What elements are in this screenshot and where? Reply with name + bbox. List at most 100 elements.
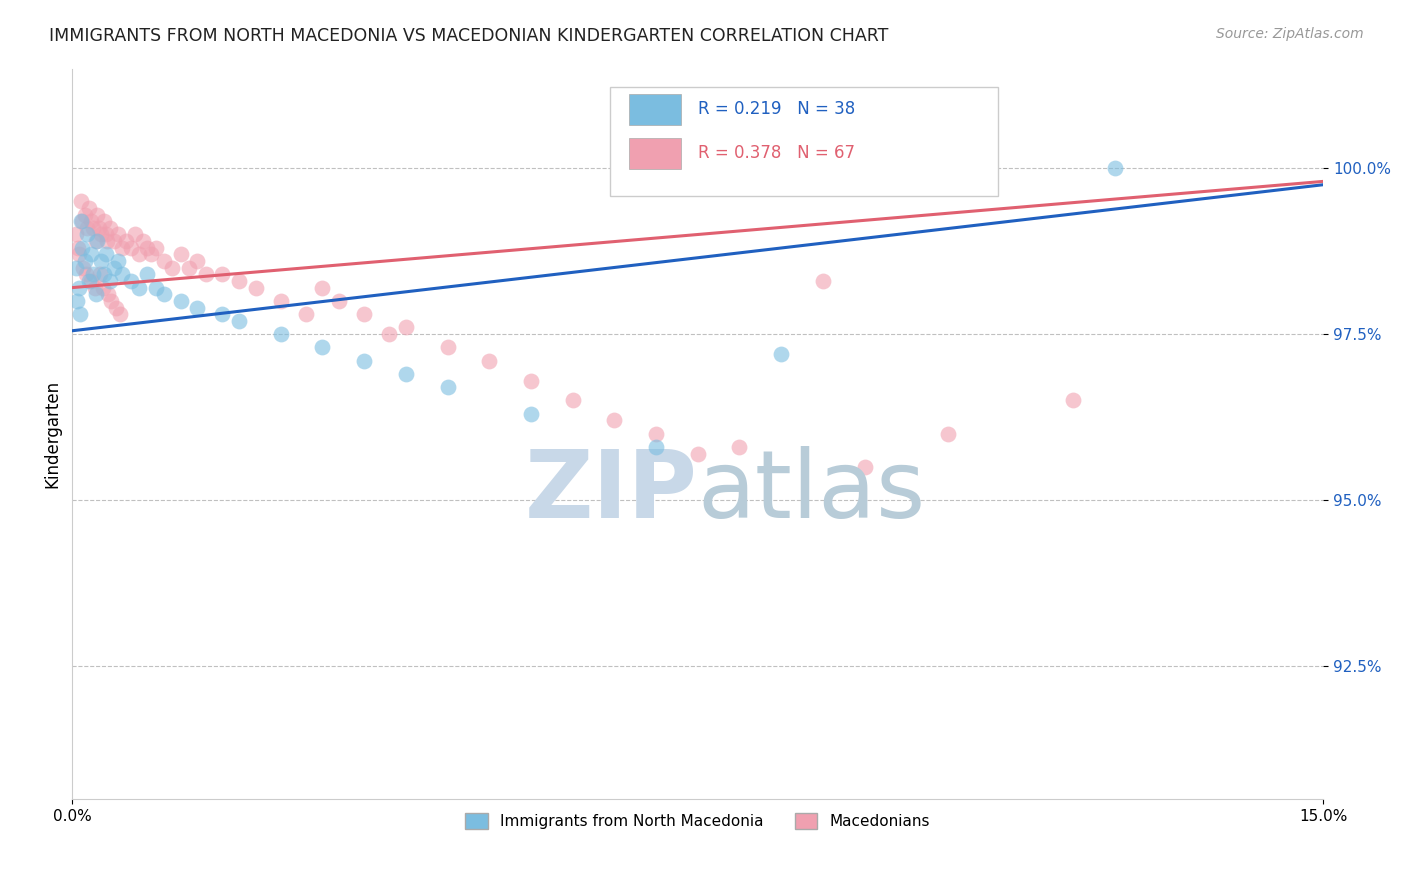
Point	[84, 287, 107, 301]
Point	[79, 214, 101, 228]
Point	[811, 274, 834, 288]
Legend: Immigrants from North Macedonia, Macedonians: Immigrants from North Macedonia, Macedon…	[460, 806, 936, 835]
Point	[936, 426, 959, 441]
Point	[65, 227, 87, 242]
Point	[145, 280, 167, 294]
FancyBboxPatch shape	[610, 87, 998, 196]
Point	[770, 347, 793, 361]
Point	[245, 280, 267, 294]
Point	[107, 254, 129, 268]
Point	[177, 260, 200, 275]
Point	[162, 260, 184, 275]
Point	[70, 214, 93, 228]
Point	[153, 254, 176, 268]
Point	[107, 227, 129, 242]
Point	[169, 247, 191, 261]
Point	[111, 241, 134, 255]
Point	[90, 227, 112, 242]
Point	[91, 280, 114, 294]
FancyBboxPatch shape	[628, 94, 682, 125]
Point	[72, 260, 94, 275]
Point	[436, 380, 458, 394]
Point	[108, 307, 131, 321]
Point	[294, 307, 316, 321]
Point	[65, 260, 87, 275]
Point	[77, 274, 100, 288]
Point	[67, 241, 90, 255]
Text: atlas: atlas	[697, 446, 927, 538]
Text: R = 0.219   N = 38: R = 0.219 N = 38	[697, 100, 855, 118]
Point	[69, 194, 91, 209]
Text: Source: ZipAtlas.com: Source: ZipAtlas.com	[1216, 27, 1364, 41]
Point	[645, 440, 668, 454]
Point	[311, 280, 333, 294]
Point	[90, 254, 112, 268]
Point	[270, 293, 292, 308]
Point	[76, 220, 98, 235]
Point	[100, 293, 122, 308]
Point	[686, 447, 709, 461]
Point	[82, 268, 104, 282]
Point	[96, 234, 118, 248]
Point	[378, 327, 401, 342]
Point	[141, 247, 163, 261]
Point	[395, 367, 418, 381]
Point	[67, 247, 90, 261]
Point	[145, 241, 167, 255]
Point	[194, 268, 217, 282]
Point	[353, 307, 375, 321]
Point	[211, 268, 233, 282]
Point	[211, 307, 233, 321]
Point	[228, 314, 250, 328]
Text: IMMIGRANTS FROM NORTH MACEDONIA VS MACEDONIAN KINDERGARTEN CORRELATION CHART: IMMIGRANTS FROM NORTH MACEDONIA VS MACED…	[49, 27, 889, 45]
Point	[98, 274, 121, 288]
Point	[395, 320, 418, 334]
Point	[77, 201, 100, 215]
Point	[1104, 161, 1126, 175]
Point	[132, 234, 155, 248]
Point	[436, 340, 458, 354]
Point	[69, 307, 91, 321]
Point	[66, 293, 89, 308]
Point	[1062, 393, 1084, 408]
Point	[82, 220, 104, 235]
Point	[89, 268, 111, 282]
Point	[328, 293, 350, 308]
Point	[186, 254, 208, 268]
Point	[84, 234, 107, 248]
Point	[153, 287, 176, 301]
Point	[520, 374, 543, 388]
Point	[115, 234, 138, 248]
Point	[76, 227, 98, 242]
Point	[270, 327, 292, 342]
Point	[603, 413, 626, 427]
Point	[136, 241, 159, 255]
Text: ZIP: ZIP	[524, 446, 697, 538]
Point	[93, 268, 115, 282]
Point	[103, 234, 125, 248]
Point	[128, 247, 150, 261]
FancyBboxPatch shape	[628, 138, 682, 169]
Point	[311, 340, 333, 354]
Point	[228, 274, 250, 288]
Point	[94, 227, 117, 242]
Point	[73, 208, 96, 222]
Point	[111, 268, 134, 282]
Point	[136, 268, 159, 282]
Point	[73, 254, 96, 268]
Point	[93, 214, 115, 228]
Point	[520, 407, 543, 421]
Point	[80, 274, 103, 288]
Point	[128, 280, 150, 294]
Point	[120, 274, 142, 288]
Point	[86, 208, 108, 222]
Point	[103, 260, 125, 275]
Point	[645, 426, 668, 441]
Point	[83, 280, 105, 294]
Point	[124, 227, 146, 242]
Point	[98, 220, 121, 235]
Point	[70, 241, 93, 255]
Point	[94, 247, 117, 261]
Point	[853, 459, 876, 474]
Point	[105, 301, 128, 315]
